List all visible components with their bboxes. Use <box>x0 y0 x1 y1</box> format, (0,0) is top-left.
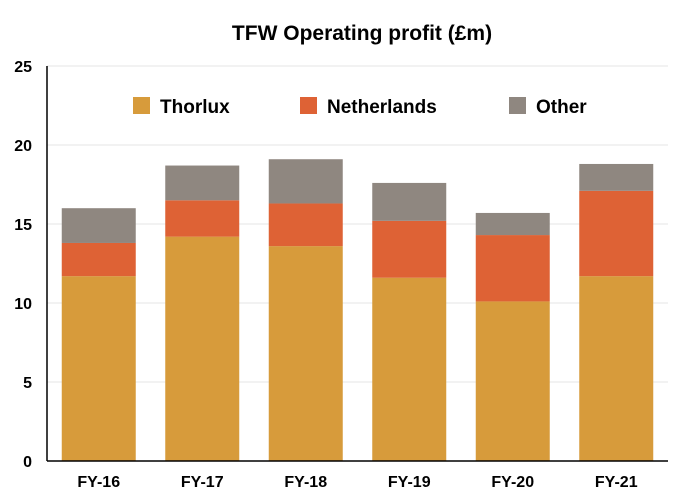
bar-netherlands-fy-18 <box>268 203 343 247</box>
x-tick-label: FY-18 <box>284 474 327 491</box>
bar-thorlux-fy-16 <box>61 276 136 461</box>
bar-other-fy-20 <box>475 212 550 236</box>
bar-thorlux-fy-21 <box>579 276 654 461</box>
bar-netherlands-fy-20 <box>475 235 550 302</box>
bars <box>61 159 654 461</box>
legend: Thorlux Netherlands Other <box>133 97 587 118</box>
axes <box>46 66 668 462</box>
chart-title: TFW Operating profit (£m) <box>232 22 492 45</box>
bar-netherlands-fy-16 <box>61 242 136 277</box>
x-tick-labels: FY-16 FY-17 FY-18 FY-19 FY-20 FY-21 <box>77 474 637 491</box>
bar-netherlands-fy-17 <box>165 200 240 237</box>
legend-swatch-thorlux <box>133 97 150 114</box>
y-tick-labels: 0 5 10 15 20 25 <box>14 59 32 471</box>
bar-thorlux-fy-17 <box>165 236 240 461</box>
x-tick-label: FY-19 <box>388 474 431 491</box>
x-tick-label: FY-16 <box>77 474 120 491</box>
bar-netherlands-fy-21 <box>579 190 654 277</box>
bar-other-fy-17 <box>165 165 240 201</box>
bar-other-fy-19 <box>372 182 447 221</box>
bar-other-fy-16 <box>61 208 136 243</box>
legend-label-other: Other <box>536 97 587 118</box>
bar-netherlands-fy-19 <box>372 220 447 278</box>
y-tick-label: 5 <box>23 375 32 392</box>
bar-thorlux-fy-20 <box>475 301 550 461</box>
bar-thorlux-fy-18 <box>268 246 343 461</box>
x-tick-label: FY-20 <box>491 474 534 491</box>
x-tick-label: FY-21 <box>595 474 638 491</box>
legend-swatch-netherlands <box>300 97 317 114</box>
y-tick-label: 15 <box>14 217 32 234</box>
bar-other-fy-21 <box>579 163 654 191</box>
legend-label-thorlux: Thorlux <box>160 97 230 118</box>
x-tick-label: FY-17 <box>181 474 224 491</box>
legend-swatch-other <box>509 97 526 114</box>
y-tick-label: 25 <box>14 59 32 76</box>
bar-other-fy-18 <box>268 159 343 204</box>
y-tick-label: 0 <box>23 454 32 471</box>
gridlines <box>47 65 668 383</box>
legend-label-netherlands: Netherlands <box>327 97 437 118</box>
y-tick-label: 20 <box>14 138 32 155</box>
y-tick-label: 10 <box>14 296 32 313</box>
bar-thorlux-fy-19 <box>372 277 447 461</box>
